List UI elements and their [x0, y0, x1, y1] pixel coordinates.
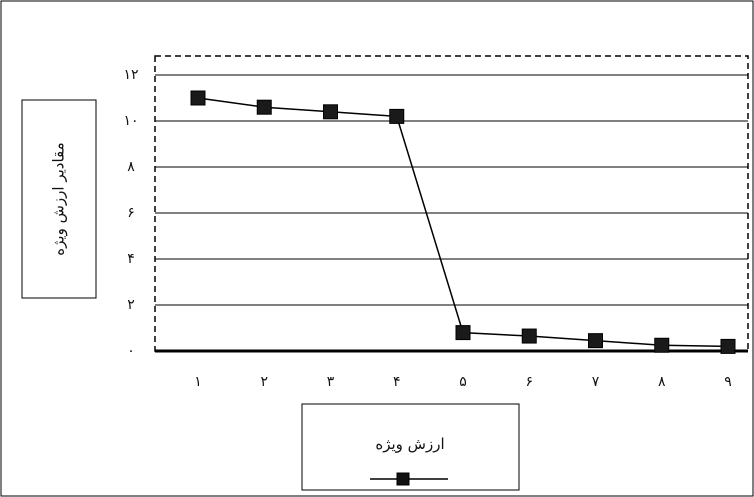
x-tick-label: ۹ — [724, 374, 732, 390]
y-tick-labels: ۰ ۲ ۴ ۶ ۸ ۱۰ ۱۲ — [123, 67, 138, 359]
x-tick-label: ۲ — [260, 374, 268, 390]
data-point-marker — [190, 90, 206, 106]
data-point-marker — [521, 328, 537, 344]
y-tick-label: ۶ — [127, 205, 135, 221]
y-tick-label: ۲ — [127, 297, 135, 313]
y-tick-label: ۰ — [127, 343, 135, 359]
y-tick-label: ۱۰ — [123, 113, 138, 129]
series-markers — [190, 90, 736, 354]
data-point-marker — [256, 99, 272, 115]
legend: ارزش ویژه — [301, 403, 520, 491]
y-tick-label: ۴ — [127, 251, 135, 267]
y-axis-label: مقادیر ارزش ویژه — [50, 142, 68, 255]
x-tick-labels: ۱ ۲ ۳ ۴ ۵ ۶ ۷ ۸ ۹ — [194, 374, 732, 390]
plot-area-border — [154, 55, 749, 352]
data-point-marker — [455, 325, 471, 341]
x-tick-label: ۸ — [658, 374, 666, 390]
y-axis-label-box: مقادیر ارزش ویژه — [21, 99, 97, 299]
data-point-marker — [654, 337, 670, 353]
x-tick-label: ۷ — [592, 374, 600, 390]
legend-marker — [396, 472, 410, 486]
data-point-marker — [323, 104, 338, 120]
y-tick-label: ۱۲ — [123, 67, 138, 83]
series-line — [197, 97, 729, 348]
x-tick-label: ۶ — [525, 374, 533, 390]
y-tick-label: ۸ — [127, 159, 135, 175]
x-tick-label: ۴ — [393, 374, 401, 390]
gridlines — [155, 74, 748, 306]
x-tick-label: ۱ — [194, 374, 202, 390]
legend-box — [301, 403, 520, 491]
data-point-marker — [389, 108, 405, 124]
data-point-marker — [588, 333, 603, 349]
data-point-marker — [720, 338, 736, 354]
x-tick-label: ۵ — [459, 374, 467, 390]
x-tick-label: ۳ — [327, 374, 335, 390]
legend-label: ارزش ویژه — [375, 435, 444, 453]
